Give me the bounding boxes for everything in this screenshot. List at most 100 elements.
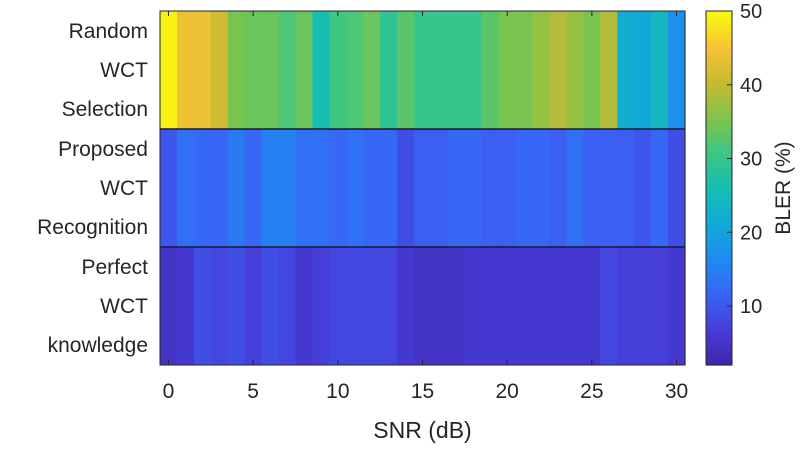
colorbar-segment <box>706 211 732 216</box>
heatmap-cell <box>414 247 432 366</box>
heatmap-cell <box>227 247 246 366</box>
heatmap-cell <box>160 11 178 130</box>
heatmap-cell <box>329 11 347 130</box>
heatmap-cell <box>346 11 364 130</box>
colorbar-segment <box>706 264 732 269</box>
heatmap-cell <box>176 129 195 248</box>
colorbar-segment <box>706 359 732 363</box>
colorbar-segment <box>706 232 732 236</box>
colorbar-segment <box>706 137 732 142</box>
colorbar-segment <box>706 81 732 86</box>
heatmap-cell <box>414 11 432 130</box>
colorbar-segment <box>706 332 732 337</box>
colorbar-segment <box>706 131 732 136</box>
colorbar-segment <box>706 152 732 157</box>
colorbar-segment <box>706 344 732 348</box>
colorbar-segment <box>706 196 732 201</box>
heatmap-cell <box>447 247 466 366</box>
colorbar-segment <box>706 297 732 301</box>
colorbar-segment <box>706 164 732 168</box>
heatmap-cell <box>210 129 229 248</box>
colorbar-segment <box>706 140 732 145</box>
heatmap-cell <box>193 11 212 130</box>
heatmap-cell <box>532 11 551 130</box>
heatmap-cell <box>329 247 347 366</box>
heatmap-cell <box>532 129 551 248</box>
colorbar-segment <box>706 108 732 112</box>
colorbar-segment <box>706 303 732 307</box>
heatmap-cell <box>498 11 517 130</box>
colorbar-segment <box>706 226 732 230</box>
heatmap-cells <box>160 11 686 366</box>
colorbar-segment <box>706 182 732 186</box>
colorbar-segment <box>706 350 732 354</box>
colorbar-segment <box>706 161 732 165</box>
colorbar-segment <box>706 273 732 278</box>
colorbar-segment <box>706 306 732 310</box>
row-label-line: knowledge <box>48 334 148 357</box>
heatmap-cell <box>617 129 635 248</box>
colorbar-segment <box>706 235 732 239</box>
colorbar <box>705 10 733 366</box>
heatmap-cell <box>397 247 415 366</box>
heatmap-cell <box>397 129 415 248</box>
colorbar-segment <box>706 43 732 47</box>
heatmap-cell <box>532 247 551 366</box>
colorbar-segment <box>706 72 732 77</box>
heatmap-cell <box>312 129 330 248</box>
colorbar-segment <box>706 199 732 204</box>
colorbar-segment <box>706 308 732 313</box>
x-tick-label: 20 <box>495 380 518 403</box>
colorbar-segment <box>706 223 732 227</box>
colorbar-segment <box>706 261 732 266</box>
heatmap-cell <box>278 247 297 366</box>
colorbar-segment <box>706 90 732 95</box>
colorbar-segment <box>706 99 732 104</box>
heatmap-cell <box>634 11 652 130</box>
colorbar-segment <box>706 185 732 189</box>
colorbar-segment <box>706 320 732 325</box>
heatmap-cell <box>312 11 330 130</box>
row-label: Random WCT Selection <box>62 20 149 121</box>
x-tick-label: 30 <box>665 380 688 403</box>
colorbar-tick-label: 50 <box>740 1 762 23</box>
heatmap-cell <box>549 11 568 130</box>
heatmap-cell <box>481 129 500 248</box>
colorbar-segment <box>706 241 732 245</box>
heatmap-cell <box>600 129 618 248</box>
x-tick-label: 10 <box>326 380 349 403</box>
heatmap-cell <box>634 129 652 248</box>
colorbar-segment <box>706 205 732 210</box>
heatmap-cell <box>651 247 669 366</box>
colorbar-segment <box>706 129 732 133</box>
colorbar-segment <box>706 34 732 39</box>
heatmap-cell <box>566 11 584 130</box>
colorbar-segment <box>706 78 732 83</box>
heatmap-cell <box>464 11 483 130</box>
colorbar-segment <box>706 220 732 224</box>
colorbar-segment <box>706 338 732 342</box>
colorbar-segment <box>706 52 732 56</box>
colorbar-segment <box>706 25 732 30</box>
heatmap-cell <box>464 129 483 248</box>
colorbar-segment <box>706 335 732 340</box>
colorbar-segment <box>706 247 732 251</box>
heatmap-cell <box>363 11 381 130</box>
heatmap-cell <box>600 247 618 366</box>
heatmap-cell <box>363 247 381 366</box>
heatmap-cell <box>261 129 280 248</box>
colorbar-segment <box>706 255 732 260</box>
colorbar-segment <box>706 61 732 65</box>
colorbar-segment <box>706 244 732 248</box>
colorbar-segment <box>706 326 732 331</box>
colorbar-segment <box>706 37 732 42</box>
colorbar-segment <box>706 229 732 233</box>
colorbar-segment <box>706 155 732 160</box>
colorbar-segment <box>706 176 732 180</box>
colorbar-segment <box>706 173 732 177</box>
row-label-line: Perfect <box>81 256 148 279</box>
heatmap-cell <box>634 247 652 366</box>
heatmap-cell <box>430 247 449 366</box>
heatmap-cell <box>312 247 330 366</box>
